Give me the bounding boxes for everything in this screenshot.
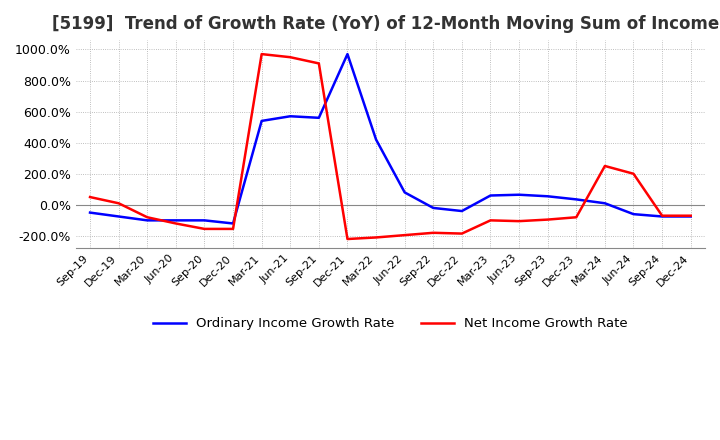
Ordinary Income Growth Rate (629, 212, 638, 217)
Ordinary Income Growth Rate (457, 209, 466, 214)
Ordinary Income Growth Rate (229, 221, 238, 226)
Net Income Growth Rate (343, 236, 352, 242)
Ordinary Income Growth Rate (143, 218, 152, 223)
Ordinary Income Growth Rate (515, 192, 523, 198)
Net Income Growth Rate (315, 61, 323, 66)
Net Income Growth Rate (286, 55, 294, 60)
Net Income Growth Rate (143, 215, 152, 220)
Net Income Growth Rate (229, 226, 238, 231)
Net Income Growth Rate (114, 201, 123, 206)
Ordinary Income Growth Rate (257, 118, 266, 124)
Net Income Growth Rate (257, 51, 266, 57)
Ordinary Income Growth Rate (544, 194, 552, 199)
Ordinary Income Growth Rate (429, 205, 438, 211)
Line: Ordinary Income Growth Rate: Ordinary Income Growth Rate (90, 54, 690, 224)
Ordinary Income Growth Rate (658, 214, 667, 219)
Ordinary Income Growth Rate (86, 210, 94, 215)
Ordinary Income Growth Rate (171, 218, 180, 223)
Ordinary Income Growth Rate (600, 201, 609, 206)
Net Income Growth Rate (544, 217, 552, 222)
Net Income Growth Rate (429, 230, 438, 235)
Ordinary Income Growth Rate (372, 137, 380, 142)
Legend: Ordinary Income Growth Rate, Net Income Growth Rate: Ordinary Income Growth Rate, Net Income … (148, 312, 634, 335)
Ordinary Income Growth Rate (315, 115, 323, 121)
Title: [5199]  Trend of Growth Rate (YoY) of 12-Month Moving Sum of Incomes: [5199] Trend of Growth Rate (YoY) of 12-… (52, 15, 720, 33)
Ordinary Income Growth Rate (486, 193, 495, 198)
Net Income Growth Rate (486, 218, 495, 223)
Net Income Growth Rate (86, 194, 94, 200)
Net Income Growth Rate (400, 232, 409, 238)
Net Income Growth Rate (629, 171, 638, 176)
Net Income Growth Rate (457, 231, 466, 236)
Ordinary Income Growth Rate (572, 197, 580, 202)
Net Income Growth Rate (686, 213, 695, 218)
Line: Net Income Growth Rate: Net Income Growth Rate (90, 54, 690, 239)
Ordinary Income Growth Rate (343, 51, 352, 57)
Net Income Growth Rate (658, 213, 667, 218)
Ordinary Income Growth Rate (286, 114, 294, 119)
Net Income Growth Rate (200, 226, 209, 231)
Ordinary Income Growth Rate (200, 218, 209, 223)
Net Income Growth Rate (572, 215, 580, 220)
Ordinary Income Growth Rate (114, 214, 123, 219)
Net Income Growth Rate (515, 219, 523, 224)
Ordinary Income Growth Rate (686, 214, 695, 219)
Net Income Growth Rate (600, 163, 609, 169)
Net Income Growth Rate (372, 235, 380, 240)
Net Income Growth Rate (171, 221, 180, 226)
Ordinary Income Growth Rate (400, 190, 409, 195)
